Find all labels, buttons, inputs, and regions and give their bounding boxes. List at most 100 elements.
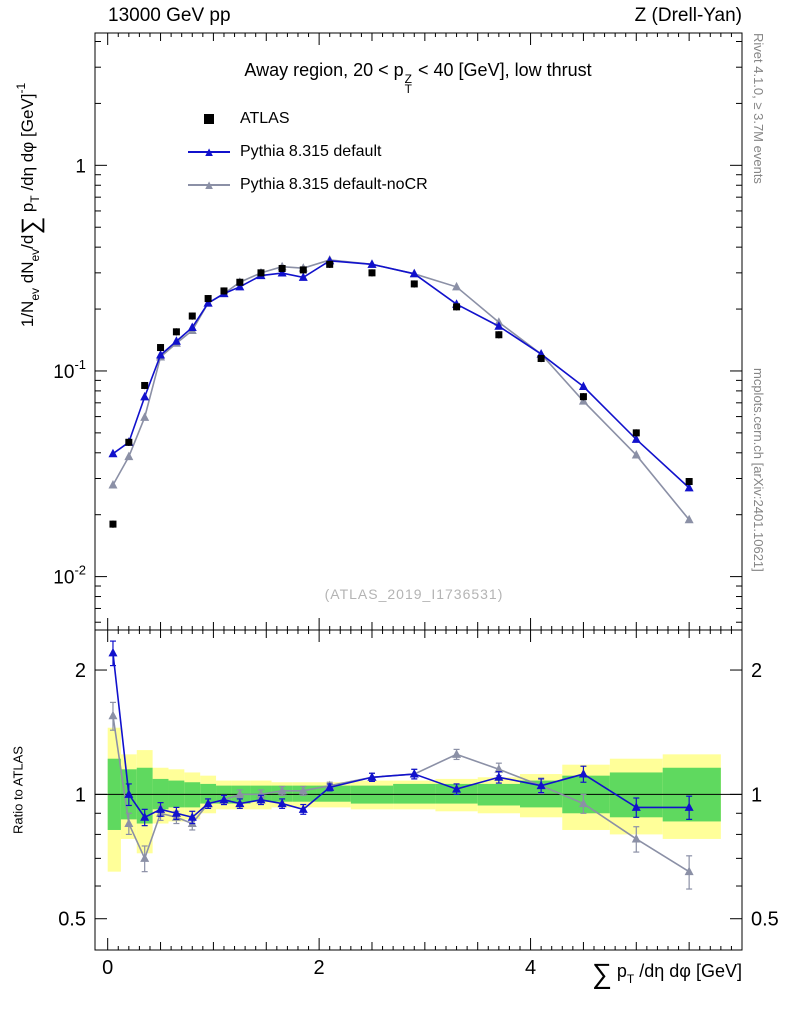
- series-line-pythia-default: [112, 260, 690, 489]
- y-label-sub: ev: [28, 248, 42, 262]
- marker-pythia-default: [494, 321, 504, 330]
- marker-pythia-nocr: [124, 818, 134, 828]
- marker-pythia-default: [325, 782, 335, 791]
- sum-symbol: ∑: [591, 958, 612, 989]
- marker-atlas: [157, 344, 165, 352]
- marker-pythia-nocr: [578, 396, 588, 405]
- x-label-text: p: [611, 961, 627, 981]
- marker-pythia-nocr: [140, 853, 150, 862]
- marker-atlas: [257, 269, 265, 277]
- triangle-icon: ▲: [202, 144, 216, 159]
- marker-pythia-default: [684, 802, 694, 811]
- marker-pythia-default: [536, 780, 546, 790]
- marker-atlas: [495, 331, 503, 339]
- legend-item-pythia-default: ▲ Pythia 8.315 default: [186, 135, 428, 168]
- marker-pythia-default: [684, 482, 694, 492]
- plot-title-text: Away region, 20 < p: [244, 60, 404, 80]
- marker-atlas: [141, 381, 149, 389]
- marker-atlas: [299, 266, 307, 274]
- marker-pythia-default: [187, 812, 197, 821]
- marker-atlas: [410, 280, 418, 288]
- legend-item-atlas: ATLAS: [186, 102, 428, 135]
- tick-label: 2: [751, 660, 762, 682]
- y-label-exponent: -1: [14, 82, 28, 94]
- marker-pythia-default: [171, 808, 181, 817]
- marker-pythia-nocr: [235, 789, 245, 798]
- marker-pythia-nocr: [108, 710, 118, 720]
- marker-pythia-default: [156, 804, 166, 813]
- process-label: Z (Drell-Yan): [634, 5, 742, 26]
- tick-label: 10-2: [53, 563, 86, 589]
- marker-atlas: [109, 520, 117, 528]
- marker-pythia-default: [578, 381, 588, 391]
- marker-pythia-default: [578, 769, 588, 778]
- series-line-pythia-nocr: [112, 259, 690, 521]
- marker-pythia-default: [140, 812, 150, 821]
- marker-pythia-default: [277, 798, 287, 808]
- marker-atlas: [172, 328, 180, 336]
- plot-title-text-end: < 40 [GeV], low thrust: [413, 60, 592, 80]
- uncertainty-band-green: [136, 767, 153, 824]
- marker-pythia-default: [156, 349, 166, 359]
- marker-atlas: [204, 295, 212, 303]
- marker-pythia-default: [631, 802, 641, 811]
- marker-atlas: [326, 260, 334, 268]
- marker-pythia-nocr: [277, 785, 287, 795]
- marker-pythia-nocr: [684, 866, 694, 876]
- marker-pythia-default: [124, 789, 134, 798]
- tick-label: 10-1: [53, 357, 86, 383]
- uncertainty-band-green: [316, 785, 351, 802]
- legend-label-atlas: ATLAS: [240, 109, 290, 127]
- y-label-text: dN: [18, 261, 37, 288]
- marker-pythia-nocr: [452, 749, 462, 758]
- tick-label: 0.5: [58, 909, 86, 931]
- marker-pythia-nocr: [631, 450, 641, 459]
- y-axis-label: 1/Nev dNev/d∑ pT /dη dφ [GeV]-1: [14, 83, 46, 327]
- legend-label-pythia-default: Pythia 8.315 default: [240, 142, 382, 160]
- black-square-icon: [204, 113, 214, 124]
- square-marker-icon: [186, 111, 232, 127]
- tick-label: 4: [525, 957, 536, 979]
- y-label-text: /dη dφ [GeV]: [18, 93, 37, 196]
- sum-symbol: ∑: [17, 216, 45, 235]
- marker-pythia-nocr: [578, 798, 588, 808]
- marker-pythia-default: [277, 268, 287, 277]
- marker-pythia-default: [140, 391, 150, 401]
- marker-pythia-default: [631, 434, 641, 443]
- marker-pythia-default: [171, 336, 181, 345]
- marker-atlas: [685, 478, 693, 486]
- uncertainty-band-green: [393, 783, 436, 804]
- beam-energy-label: 13000 GeV pp: [108, 5, 231, 26]
- triangle-line-marker-icon: ▲: [186, 144, 232, 160]
- marker-pythia-default: [187, 322, 197, 331]
- marker-pythia-default: [409, 769, 419, 778]
- marker-pythia-default: [203, 798, 213, 808]
- marker-atlas: [236, 278, 244, 286]
- triangle-icon: ▲: [202, 177, 216, 192]
- marker-atlas: [188, 312, 196, 320]
- x-label-sub: T: [626, 972, 635, 986]
- tick-label: 0: [102, 957, 113, 979]
- legend-label-pythia-nocr: Pythia 8.315 default-noCR: [240, 175, 428, 193]
- ratio-axis-label: Ratio to ATLAS: [10, 746, 26, 834]
- marker-pythia-nocr: [684, 514, 694, 524]
- title-superscript: Z: [404, 72, 413, 86]
- y-label-text: p: [18, 202, 37, 217]
- triangle-line-marker-icon: ▲: [186, 177, 232, 193]
- marker-pythia-default: [409, 268, 419, 278]
- marker-atlas: [632, 429, 640, 437]
- marker-pythia-default: [367, 772, 377, 781]
- tick-label: 2: [75, 660, 86, 682]
- analysis-id-watermark: (ATLAS_2019_I1736531): [324, 586, 504, 602]
- y-label-sub: T: [28, 195, 42, 203]
- marker-pythia-default: [452, 784, 462, 793]
- ratio-panel-frame: [94, 629, 743, 951]
- marker-pythia-default: [494, 772, 504, 781]
- marker-pythia-nocr: [108, 479, 118, 489]
- legend-item-pythia-nocr: ▲ Pythia 8.315 default-noCR: [186, 168, 428, 201]
- marker-pythia-default: [256, 794, 266, 804]
- marker-atlas: [368, 269, 376, 277]
